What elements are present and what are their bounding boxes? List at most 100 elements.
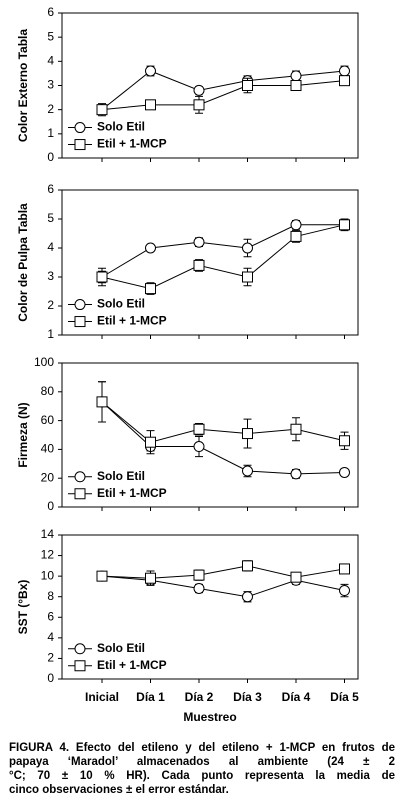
y-tick-label: 4 <box>47 240 54 254</box>
y-tick-label: 1 <box>47 126 54 140</box>
legend-label: Solo Etil <box>97 469 145 483</box>
data-point <box>193 84 205 96</box>
series-line <box>101 224 345 278</box>
y-tick-label: 40 <box>41 442 55 456</box>
series-line <box>101 575 345 598</box>
data-point <box>339 585 350 597</box>
x-tick-label: Día 5 <box>330 690 359 704</box>
y-axis-label: Color Externo Tabla <box>16 29 30 142</box>
data-point <box>193 259 205 271</box>
series-line <box>101 401 345 443</box>
legend-label: Etil + 1-MCP <box>97 314 167 328</box>
y-tick-label: 1 <box>47 327 54 341</box>
legend-marker <box>74 122 86 134</box>
data-point <box>145 572 156 584</box>
y-tick-label: 4 <box>47 54 54 68</box>
y-tick-label: 100 <box>34 355 54 369</box>
data-point <box>193 569 205 581</box>
y-tick-label: 4 <box>47 630 54 644</box>
plot-frame <box>61 362 359 508</box>
y-tick-label: 6 <box>47 609 54 623</box>
y-tick-label: 3 <box>47 78 54 92</box>
y-axis-label: Firmeza (N) <box>16 402 30 467</box>
plot-frame <box>61 534 359 680</box>
series-line <box>101 401 345 475</box>
x-tick-label: Día 4 <box>282 690 311 704</box>
legend-marker <box>74 139 86 151</box>
data-point <box>339 563 350 575</box>
data-point <box>339 466 350 478</box>
data-point <box>242 80 253 91</box>
data-point <box>145 65 156 77</box>
data-point <box>290 423 302 435</box>
y-tick-label: 12 <box>41 548 55 562</box>
legend-label: Etil + 1-MCP <box>97 486 167 500</box>
y-tick-label: 0 <box>47 150 54 164</box>
legend-label: Solo Etil <box>97 641 145 655</box>
x-tick-label: Inicial <box>85 690 119 704</box>
y-tick-label: 6 <box>47 182 54 196</box>
plot-frame <box>61 189 359 336</box>
data-point <box>145 242 156 254</box>
x-axis-label: Muestreo <box>183 710 236 724</box>
series-line <box>101 565 345 579</box>
data-point <box>339 435 350 447</box>
data-point <box>290 219 302 231</box>
data-point <box>339 75 350 87</box>
y-axis-label: SST (°Bx) <box>16 580 30 635</box>
x-tick-label: Día 1 <box>136 690 165 704</box>
y-tick-label: 8 <box>47 589 54 603</box>
y-tick-label: 60 <box>41 413 55 427</box>
data-point <box>290 230 302 242</box>
data-point <box>242 428 253 440</box>
y-tick-label: 2 <box>47 298 54 312</box>
series-line <box>101 224 345 290</box>
data-point <box>339 65 350 77</box>
y-tick-label: 2 <box>47 651 54 665</box>
data-point <box>96 570 108 582</box>
legend-label: Etil + 1-MCP <box>97 137 167 151</box>
legend-marker <box>74 316 86 328</box>
legend-label: Solo Etil <box>97 120 145 134</box>
data-point <box>290 571 302 583</box>
data-point <box>242 465 253 477</box>
y-tick-label: 6 <box>47 5 54 19</box>
legend-label: Etil + 1-MCP <box>97 658 167 672</box>
y-tick-label: 0 <box>47 499 54 513</box>
y-tick-label: 20 <box>41 470 55 484</box>
data-point <box>242 591 253 603</box>
data-point <box>145 99 156 111</box>
data-point <box>145 436 156 448</box>
data-point <box>193 441 205 453</box>
data-point <box>96 396 108 408</box>
y-tick-label: 3 <box>47 269 54 283</box>
y-tick-label: 2 <box>47 102 54 116</box>
data-point <box>193 99 205 111</box>
legend-label: Solo Etil <box>97 297 145 311</box>
data-point <box>242 560 253 572</box>
legend-marker <box>74 299 86 311</box>
data-point <box>96 271 108 283</box>
series-line <box>101 70 345 111</box>
x-tick-label: Día 2 <box>185 690 214 704</box>
caption: cinco observaciones ± el error estándar. <box>9 784 229 796</box>
y-tick-label: 5 <box>47 29 54 43</box>
caption: papaya ‘Maradol’ almacenados al ambiente… <box>9 756 395 768</box>
caption: FIGURA 4. Efecto del etileno y del etile… <box>9 742 395 754</box>
data-point <box>290 80 302 91</box>
data-point <box>193 423 205 435</box>
data-point <box>193 236 205 248</box>
y-tick-label: 0 <box>47 671 54 685</box>
series-line <box>101 80 345 111</box>
data-point <box>290 468 302 480</box>
y-tick-label: 5 <box>47 211 54 225</box>
x-tick-label: Día 3 <box>233 690 262 704</box>
y-tick-label: 80 <box>41 384 55 398</box>
data-point <box>242 271 253 283</box>
caption: °C; 70 ± 10 % HR). Cada punto representa… <box>9 770 395 782</box>
legend-marker <box>74 660 86 672</box>
legend-marker <box>74 643 86 655</box>
legend-marker <box>74 471 86 483</box>
